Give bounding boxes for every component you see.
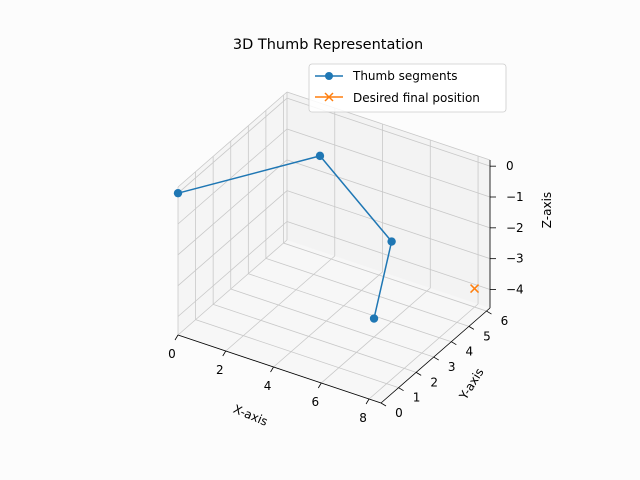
- x-tick-label: 0: [168, 347, 176, 361]
- grid-y-floor: [230, 288, 434, 358]
- legend: Thumb segments Desired final position: [308, 63, 507, 113]
- grid-y-floor: [195, 319, 399, 389]
- grid-x-floor: [225, 255, 336, 352]
- y-tick-label: 2: [430, 375, 438, 389]
- z-tick-label: 0: [506, 159, 514, 173]
- thumb-segments-point: [173, 188, 183, 198]
- chart-title: 3D Thumb Representation: [233, 37, 423, 53]
- z-tick-label: −4: [506, 283, 524, 297]
- legend-box: [308, 63, 507, 113]
- x-axis-line: [177, 334, 382, 404]
- grid-x-floor: [368, 303, 479, 400]
- floor-pane: [178, 240, 490, 403]
- x-tick: [222, 350, 227, 357]
- y-tick-label: 6: [501, 314, 509, 328]
- grid-x-floor: [321, 287, 431, 384]
- grid-y-floor: [283, 242, 487, 312]
- y-tick: [398, 387, 404, 392]
- y-tick: [468, 326, 475, 330]
- y-tick-label: 5: [483, 329, 491, 343]
- y-tick-label: 3: [448, 360, 456, 374]
- y-tick-label: 4: [466, 345, 474, 359]
- x-tick-label: 2: [216, 363, 224, 377]
- y-tick-label: 1: [413, 391, 421, 405]
- x-tick: [365, 398, 370, 405]
- x-tick-label: 8: [359, 411, 367, 425]
- legend-marker-desired-final-position: [324, 92, 334, 102]
- grid-z-side: [177, 159, 288, 256]
- legend-label-desired-final-position: Desired final position: [353, 91, 480, 105]
- legend-label-thumb-segments: Thumb segments: [352, 69, 458, 83]
- x-tick: [317, 382, 322, 389]
- x-tick: [174, 334, 179, 341]
- desired-final-position-point: [470, 284, 480, 294]
- y-tick: [486, 310, 492, 315]
- grid-z-side: [177, 221, 288, 317]
- y-tick-label: 0: [395, 406, 403, 420]
- grid-x-floor: [273, 271, 383, 368]
- grid-y-floor: [213, 303, 417, 373]
- grid-z-side: [177, 190, 288, 286]
- z-axis-label: Z-axis: [540, 192, 554, 228]
- pane-edge: [177, 91, 288, 188]
- legend-marker-thumb-segments: [325, 72, 333, 80]
- y-tick: [451, 341, 457, 346]
- grid-x-floor: [177, 239, 288, 336]
- tick-marks: [174, 165, 496, 407]
- grid-z-back: [286, 190, 491, 260]
- thumb-segments-point: [369, 314, 379, 323]
- y-axis-line: [380, 307, 491, 404]
- thumb-segments-point: [387, 237, 396, 246]
- grid-y-floor: [265, 258, 470, 327]
- axis-lines: [177, 160, 491, 404]
- thumb-segments-point: [315, 151, 325, 161]
- z-tick-label: −1: [506, 190, 524, 204]
- grid-z-back: [286, 128, 491, 198]
- y-tick: [433, 356, 439, 361]
- z-tick-label: −3: [506, 252, 524, 266]
- thumb-segments-line: [177, 155, 393, 319]
- y-tick: [380, 402, 387, 407]
- z-tick-label: −2: [506, 221, 524, 235]
- grid-z-side: [177, 97, 288, 194]
- grid-z-side: [177, 128, 288, 225]
- grid-y-floor: [248, 273, 452, 343]
- data-series: [173, 151, 480, 323]
- x-tick-label: 6: [311, 395, 319, 409]
- x-tick: [270, 366, 274, 373]
- y-tick: [415, 372, 422, 376]
- grid-z-back: [286, 159, 491, 229]
- x-tick-label: 4: [264, 379, 272, 393]
